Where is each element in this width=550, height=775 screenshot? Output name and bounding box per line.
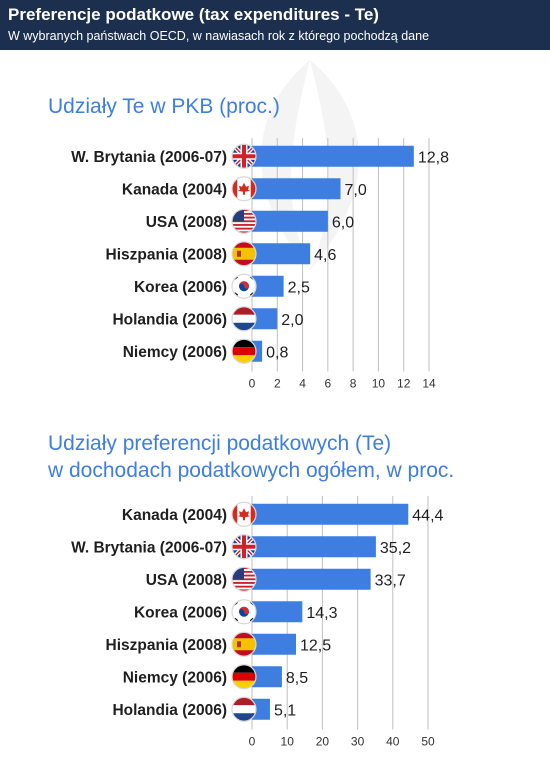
canada-flag-icon xyxy=(231,501,257,527)
germany-flag-icon xyxy=(231,338,257,364)
chart2-tax-revenue-share: Kanada (2004) 44,4 W. Brytania (2006-07) 35… xyxy=(71,496,444,749)
value-label: 8,5 xyxy=(286,670,308,687)
page-title: Preferencje podatkowe (tax expenditures … xyxy=(8,5,379,24)
x-axis-ticks: 0 10 20 30 40 50 xyxy=(249,735,435,749)
category-label: Hiszpania (2008) xyxy=(106,637,227,654)
value-label: 14,3 xyxy=(306,605,337,622)
bar-row: USA (2008) 6,0 xyxy=(146,208,354,234)
usa-flag-icon xyxy=(231,208,257,234)
category-label: W. Brytania (2006-07) xyxy=(71,539,227,556)
tick-label: 14 xyxy=(422,377,436,391)
category-label: Niemcy (2006) xyxy=(123,669,227,686)
value-label: 6,0 xyxy=(332,214,354,231)
bar xyxy=(252,666,282,688)
category-label: Korea (2006) xyxy=(134,604,227,621)
bar xyxy=(252,601,303,623)
germany-flag-icon xyxy=(231,664,257,690)
value-label: 2,0 xyxy=(281,312,303,329)
value-label: 44,4 xyxy=(412,507,443,524)
spain-flag-icon xyxy=(231,631,257,657)
category-label: Korea (2006) xyxy=(134,279,227,296)
bar xyxy=(252,275,284,297)
bar-row: Holandia (2006) 2,0 xyxy=(112,306,304,332)
chart1-gdp-share: W. Brytania (2006-07) 12,8 Kanada (2004) 7,… xyxy=(71,138,449,391)
canada-flag-icon xyxy=(231,176,257,202)
bar xyxy=(252,340,263,362)
category-label: Kanada (2004) xyxy=(122,181,227,198)
chart2-title: Udziały preferencji podatkowych (Te) xyxy=(48,432,392,455)
uk-flag-icon xyxy=(231,143,257,169)
tick-label: 4 xyxy=(299,377,306,391)
category-label: Holandia (2006) xyxy=(112,311,227,328)
tick-label: 10 xyxy=(372,377,386,391)
tick-label: 12 xyxy=(397,377,411,391)
bar xyxy=(252,243,311,265)
bar-row: Kanada (2004) 7,0 xyxy=(122,176,367,202)
uk-flag-icon xyxy=(231,534,257,560)
category-label: Holandia (2006) xyxy=(112,702,227,719)
bar xyxy=(252,633,296,655)
bar-row: Korea (2006) 2,5 xyxy=(134,273,310,299)
bar-row: Korea (2006) 14,3 xyxy=(134,599,338,625)
tick-label: 2 xyxy=(274,377,281,391)
bar-row: Niemcy (2006) 0,8 xyxy=(123,338,288,364)
category-label: USA (2008) xyxy=(146,214,227,231)
bar xyxy=(252,698,270,720)
category-label: USA (2008) xyxy=(146,572,227,589)
header-banner: Preferencje podatkowe (tax expenditures … xyxy=(0,0,550,50)
bar-row: W. Brytania (2006-07) 35,2 xyxy=(71,534,411,560)
bar-row: Kanada (2004) 44,4 xyxy=(122,501,444,527)
category-label: W. Brytania (2006-07) xyxy=(71,149,227,166)
value-label: 35,2 xyxy=(380,540,411,557)
bar xyxy=(252,568,371,590)
netherlands-flag-icon xyxy=(231,306,257,332)
bar xyxy=(252,178,341,200)
bar-row: Holandia (2006) 5,1 xyxy=(112,696,296,722)
value-label: 4,6 xyxy=(314,247,336,264)
tick-label: 30 xyxy=(351,735,365,749)
bar xyxy=(252,145,414,167)
category-label: Niemcy (2006) xyxy=(123,344,227,361)
value-label: 0,8 xyxy=(266,344,288,361)
bar-row: Niemcy (2006) 8,5 xyxy=(123,664,308,690)
value-label: 12,8 xyxy=(418,149,449,166)
spain-flag-icon xyxy=(231,241,257,267)
bar xyxy=(252,308,278,330)
value-label: 12,5 xyxy=(300,637,331,654)
tick-label: 0 xyxy=(249,377,256,391)
value-label: 2,5 xyxy=(288,279,310,296)
chart1-title: Udziały Te w PKB (proc.) xyxy=(48,95,280,118)
bar-row: Hiszpania (2008) 4,6 xyxy=(106,241,337,267)
bar xyxy=(252,210,328,232)
category-label: Kanada (2004) xyxy=(122,507,227,524)
bar-row: Hiszpania (2008) 12,5 xyxy=(106,631,331,657)
korea-flag-icon xyxy=(231,599,257,625)
tick-label: 6 xyxy=(325,377,332,391)
tick-label: 10 xyxy=(281,735,295,749)
tick-label: 20 xyxy=(316,735,330,749)
netherlands-flag-icon xyxy=(231,696,257,722)
category-label: Hiszpania (2008) xyxy=(106,246,227,263)
value-label: 33,7 xyxy=(375,572,406,589)
usa-flag-icon xyxy=(231,566,257,592)
tick-label: 8 xyxy=(350,377,357,391)
chart2-title-line2: w dochodach podatkowych ogółem, w proc. xyxy=(48,459,455,482)
bar-row: USA (2008) 33,7 xyxy=(146,566,406,592)
bar xyxy=(252,503,409,525)
tick-label: 40 xyxy=(386,735,400,749)
tick-label: 50 xyxy=(421,735,435,749)
value-label: 7,0 xyxy=(345,182,367,199)
value-label: 5,1 xyxy=(274,702,296,719)
korea-flag-icon xyxy=(231,273,257,299)
tick-label: 0 xyxy=(249,735,256,749)
page-subtitle: W wybranych państwach OECD, w nawiasach … xyxy=(8,29,430,43)
bar-row: W. Brytania (2006-07) 12,8 xyxy=(71,143,449,169)
x-axis-ticks: 0 2 4 6 8 10 12 14 xyxy=(249,377,436,391)
bar xyxy=(252,536,376,558)
